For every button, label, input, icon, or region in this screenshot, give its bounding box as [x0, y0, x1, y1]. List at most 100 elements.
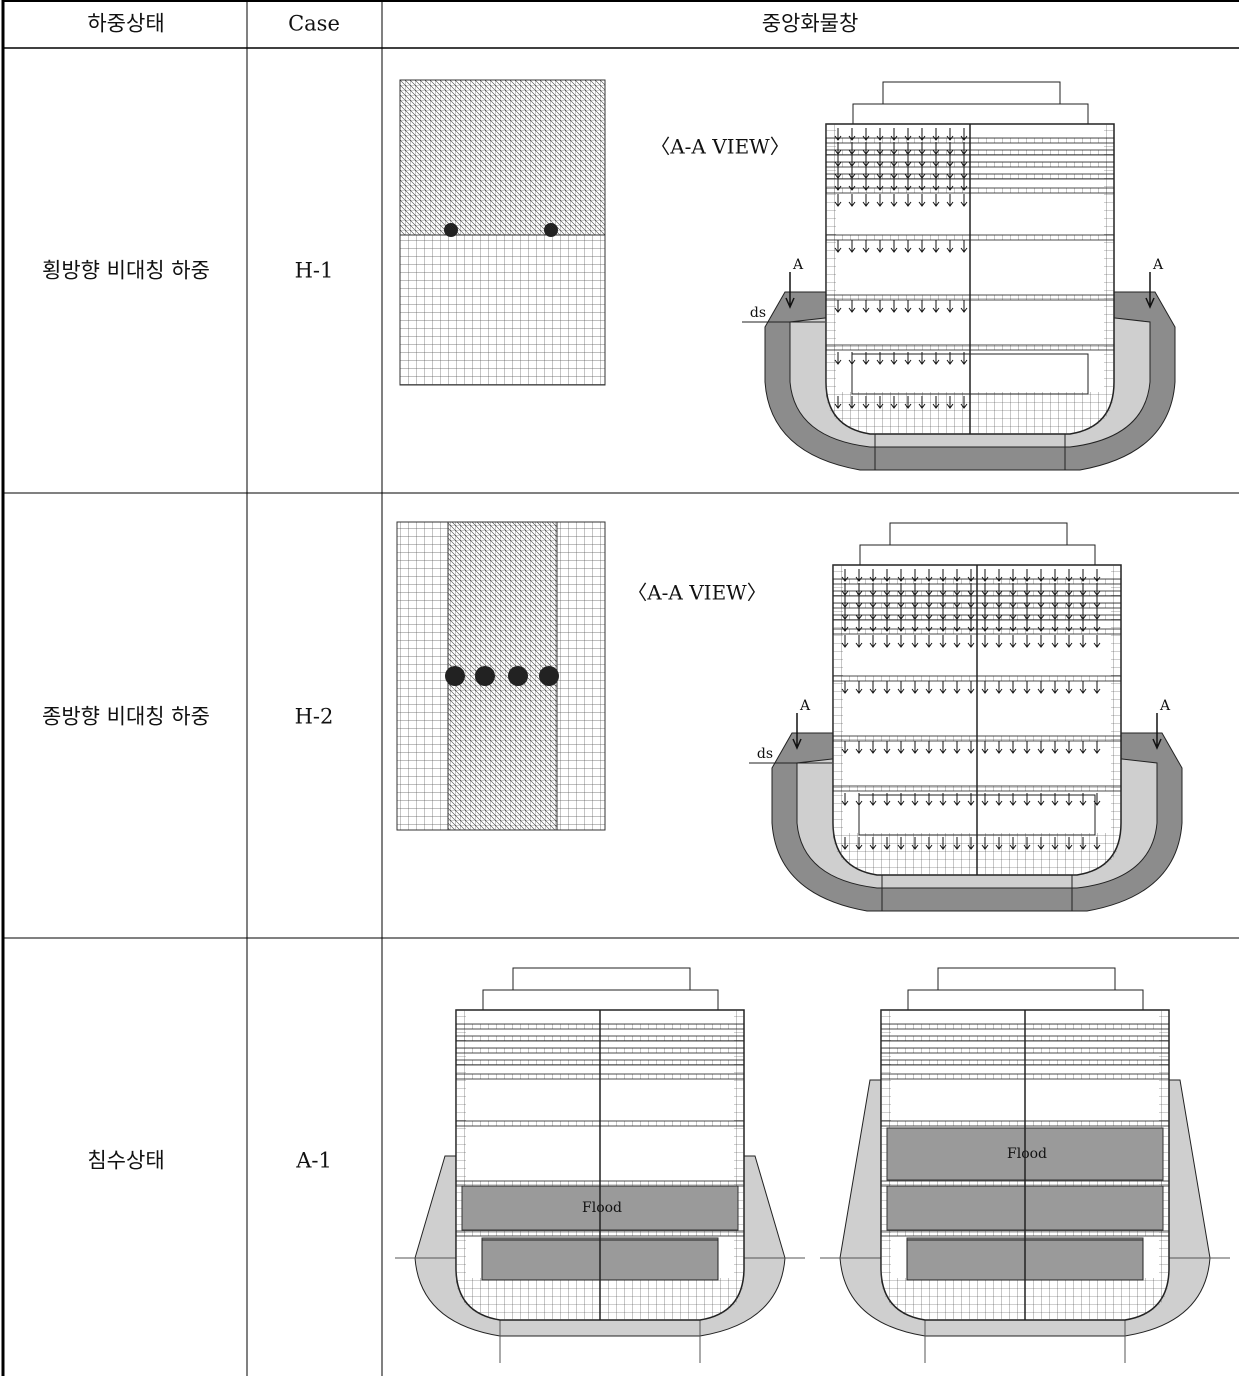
load-arrow	[1065, 619, 1073, 632]
load-arrow	[1065, 635, 1073, 648]
side-mesh	[833, 565, 843, 833]
load-arrow	[995, 681, 1003, 694]
load-arrow	[883, 569, 891, 582]
load-arrow	[1051, 741, 1059, 754]
load-arrow	[855, 619, 863, 632]
load-arrow	[897, 569, 905, 582]
load-arrow	[939, 569, 947, 582]
load-arrow	[960, 396, 968, 409]
ship-section: ds A A	[749, 522, 1183, 912]
load-arrow	[967, 619, 975, 632]
draft-label: ds	[750, 305, 766, 321]
load-arrow	[960, 240, 968, 253]
load-arrow	[1093, 619, 1101, 632]
load-arrow	[1051, 635, 1059, 648]
load-arrow	[904, 352, 912, 365]
load-arrow	[897, 681, 905, 694]
load-arrow	[834, 194, 842, 207]
load-arrow	[869, 681, 877, 694]
load-arrow	[883, 837, 891, 850]
load-arrow	[1023, 741, 1031, 754]
load-arrow	[1023, 837, 1031, 850]
load-arrow	[953, 793, 961, 806]
load-arrow	[1023, 793, 1031, 806]
section-arrow	[1145, 272, 1155, 309]
load-arrow	[939, 635, 947, 648]
load-arrow	[876, 178, 884, 191]
load-arrow	[918, 300, 926, 313]
load-arrow	[876, 194, 884, 207]
deckhouse	[882, 81, 1061, 105]
load-arrow	[848, 128, 856, 141]
load-arrow	[911, 635, 919, 648]
load-arrow	[925, 837, 933, 850]
header-cell: 중앙화물창	[762, 12, 859, 36]
load-arrow	[904, 128, 912, 141]
load-arrow	[1051, 793, 1059, 806]
load-arrow	[890, 352, 898, 365]
load-arrow	[869, 635, 877, 648]
load-arrow	[911, 837, 919, 850]
load-arrow	[960, 352, 968, 365]
load-arrow	[848, 240, 856, 253]
load-arrow	[834, 352, 842, 365]
load-condition: 횡방향 비대칭 하중	[42, 259, 210, 283]
draft-label: ds	[757, 746, 773, 762]
load-arrow	[960, 194, 968, 207]
load-arrow	[897, 635, 905, 648]
load-arrow	[939, 741, 947, 754]
load-arrow	[1037, 635, 1045, 648]
inner-box	[858, 794, 1096, 836]
load-arrow	[869, 837, 877, 850]
load-arrow	[981, 569, 989, 582]
load-arrow	[834, 128, 842, 141]
load-arrow	[1023, 619, 1031, 632]
load-arrow	[1037, 681, 1045, 694]
load-arrow	[1065, 837, 1073, 850]
deckhouse	[907, 989, 1144, 1011]
load-arrow	[862, 240, 870, 253]
side-mesh	[1104, 124, 1114, 392]
ship-section: Flood	[820, 967, 1230, 1363]
side-mesh	[456, 1010, 466, 1278]
load-arrow	[1093, 635, 1101, 648]
load-arrow	[946, 178, 954, 191]
load-arrow	[1079, 793, 1087, 806]
load-arrow	[876, 352, 884, 365]
load-arrow	[834, 300, 842, 313]
load-arrow	[911, 619, 919, 632]
load-arrow	[1009, 635, 1017, 648]
load-arrow	[862, 194, 870, 207]
load-arrow	[841, 635, 849, 648]
load-patches	[444, 223, 559, 686]
load-arrow	[1037, 619, 1045, 632]
deckhouse	[482, 989, 719, 1011]
view-label: 〈A-A VIEW〉	[627, 581, 767, 605]
load-arrow	[960, 178, 968, 191]
load-arrow	[869, 793, 877, 806]
load-arrow	[1023, 635, 1031, 648]
load-arrow	[960, 300, 968, 313]
inner-box	[906, 1239, 1144, 1281]
load-arrow	[925, 741, 933, 754]
section-mark: A	[1159, 698, 1171, 714]
load-arrow	[953, 741, 961, 754]
load-arrow	[1051, 681, 1059, 694]
load-arrow	[932, 194, 940, 207]
load-arrow	[981, 837, 989, 850]
load-arrow	[841, 681, 849, 694]
load-arrow	[1079, 569, 1087, 582]
load-arrow	[946, 194, 954, 207]
load-arrow	[876, 128, 884, 141]
load-arrow	[911, 569, 919, 582]
load-arrow	[953, 837, 961, 850]
load-arrow	[918, 178, 926, 191]
load-arrow	[897, 619, 905, 632]
load-arrow	[834, 240, 842, 253]
section-arrow	[1152, 713, 1162, 750]
load-arrow	[876, 396, 884, 409]
ship-section: Flood	[395, 967, 805, 1363]
load-arrow	[862, 352, 870, 365]
load-arrow	[981, 619, 989, 632]
